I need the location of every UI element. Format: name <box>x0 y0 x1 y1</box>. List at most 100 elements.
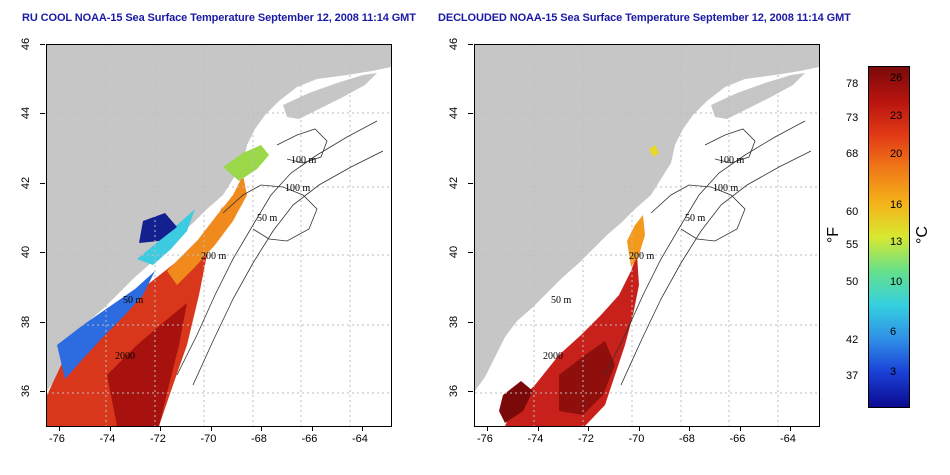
lon-tick <box>362 426 363 431</box>
celsius-tick-label: 16 <box>890 199 903 211</box>
lat-tick-label: 38 <box>20 315 33 328</box>
lat-tick <box>468 182 473 184</box>
contour-label: 100 m <box>719 155 745 166</box>
lon-tick-label: -64 <box>352 433 368 445</box>
lon-tick <box>160 426 161 431</box>
lon-tick-label: -76 <box>477 433 493 445</box>
fahrenheit-unit-label: °F <box>825 226 843 244</box>
lat-tick <box>468 44 473 45</box>
lat-tick <box>40 182 45 184</box>
sst-dark-warm <box>107 303 187 426</box>
lat-tick <box>40 391 45 392</box>
lon-tick-label: -68 <box>251 433 267 445</box>
lon-tick-label: -74 <box>99 433 116 445</box>
celsius-tick-label: 13 <box>890 236 903 248</box>
right-map-title: DECLOUDED NOAA-15 Sea Surface Temperatur… <box>438 12 851 24</box>
lat-lon-grid <box>475 45 819 426</box>
nova-scotia <box>711 73 805 119</box>
lat-tick-label: 38 <box>448 315 461 328</box>
sst-cyan <box>137 209 195 265</box>
sst-orange <box>627 215 645 267</box>
lat-tick-label: 40 <box>20 246 33 259</box>
lat-tick-label: 44 <box>20 107 33 120</box>
fahrenheit-tick-label: 68 <box>846 148 859 160</box>
lon-tick <box>311 426 313 431</box>
celsius-tick-label: 23 <box>890 110 903 122</box>
lon-tick-label: -68 <box>679 433 695 445</box>
left-map-title: RU COOL NOAA-15 Sea Surface Temperature … <box>22 12 416 24</box>
lat-tick <box>468 391 473 392</box>
contour-label: 50 m <box>685 213 706 224</box>
celsius-tick-label: 6 <box>890 326 897 338</box>
sst-orange <box>167 175 247 285</box>
lat-tick <box>40 252 45 254</box>
lat-tick-label: 46 <box>448 37 461 51</box>
contour-label: 2000 <box>115 351 135 362</box>
lat-tick <box>40 113 45 115</box>
lon-tick <box>210 426 212 431</box>
sst-north-patch <box>223 145 269 181</box>
fahrenheit-tick-label: 50 <box>846 276 859 288</box>
lon-tick-label: -70 <box>628 433 645 445</box>
lat-tick-label: 46 <box>20 37 33 51</box>
lat-tick <box>40 321 45 323</box>
lat-lon-grid <box>47 45 391 426</box>
lat-tick-label: 42 <box>20 176 33 189</box>
lat-tick-label: 42 <box>448 176 461 189</box>
lon-tick <box>588 426 589 431</box>
fahrenheit-tick-label: 42 <box>846 334 859 346</box>
contour-label: 100 m <box>713 183 739 194</box>
lat-tick-label: 36 <box>20 384 33 398</box>
fahrenheit-tick-label: 37 <box>846 370 859 382</box>
contour-label: 200 m <box>201 251 227 262</box>
right-sst-map: 100 m 100 m 50 m 200 m 50 m 2000 <box>474 44 820 427</box>
right-map-canvas: 100 m 100 m 50 m 200 m 50 m 2000 <box>475 45 819 426</box>
contour-label: 50 m <box>123 295 144 306</box>
lon-tick-label: -72 <box>150 433 166 445</box>
fahrenheit-tick-label: 55 <box>846 239 859 251</box>
lon-tick <box>59 426 60 431</box>
sst-dark-warm <box>559 341 615 415</box>
lat-tick <box>468 321 473 323</box>
lat-tick-label: 36 <box>448 384 461 398</box>
contour-label: 200 m <box>629 251 655 262</box>
bathymetry-contours <box>604 120 812 386</box>
sst-coastal-dark <box>499 381 533 423</box>
sst-deep-blue <box>139 213 177 243</box>
lat-tick-label: 44 <box>448 107 461 120</box>
sst-north-patch <box>649 145 659 157</box>
lon-tick <box>487 426 488 431</box>
lat-tick <box>40 44 45 45</box>
left-map-canvas: 100 m 100 m 50 m 200 m 50 m 2000 <box>47 45 391 426</box>
fahrenheit-tick-label: 60 <box>846 206 859 218</box>
lon-tick-label: -76 <box>49 433 65 445</box>
temperature-colorbar <box>868 66 910 408</box>
contour-label: 2000 <box>543 351 563 362</box>
celsius-tick-label: 3 <box>890 366 897 378</box>
celsius-unit-label: °C <box>913 226 931 244</box>
lon-tick-label: -72 <box>578 433 594 445</box>
lat-tick <box>468 252 473 254</box>
fahrenheit-tick-label: 78 <box>846 78 859 90</box>
land-mass <box>47 45 391 391</box>
lon-tick <box>790 426 791 431</box>
lat-tick <box>468 113 473 115</box>
lon-tick-label: -66 <box>301 433 318 445</box>
celsius-tick-label: 10 <box>890 276 903 288</box>
bathymetry-contours <box>176 120 384 386</box>
contour-label: 50 m <box>551 295 572 306</box>
lon-tick <box>537 426 539 431</box>
left-sst-map: 100 m 100 m 50 m 200 m 50 m 2000 <box>46 44 392 427</box>
lon-tick <box>638 426 640 431</box>
lon-tick-label: -74 <box>527 433 544 445</box>
lon-tick-label: -64 <box>780 433 796 445</box>
lon-tick <box>109 426 111 431</box>
celsius-tick-label: 26 <box>890 72 903 84</box>
contour-label: 100 m <box>285 183 311 194</box>
lon-tick <box>739 426 741 431</box>
land-mass <box>475 45 819 391</box>
fahrenheit-tick-label: 73 <box>846 112 859 124</box>
contour-label: 50 m <box>257 213 278 224</box>
lon-tick-label: -70 <box>200 433 217 445</box>
lon-tick-label: -66 <box>729 433 746 445</box>
